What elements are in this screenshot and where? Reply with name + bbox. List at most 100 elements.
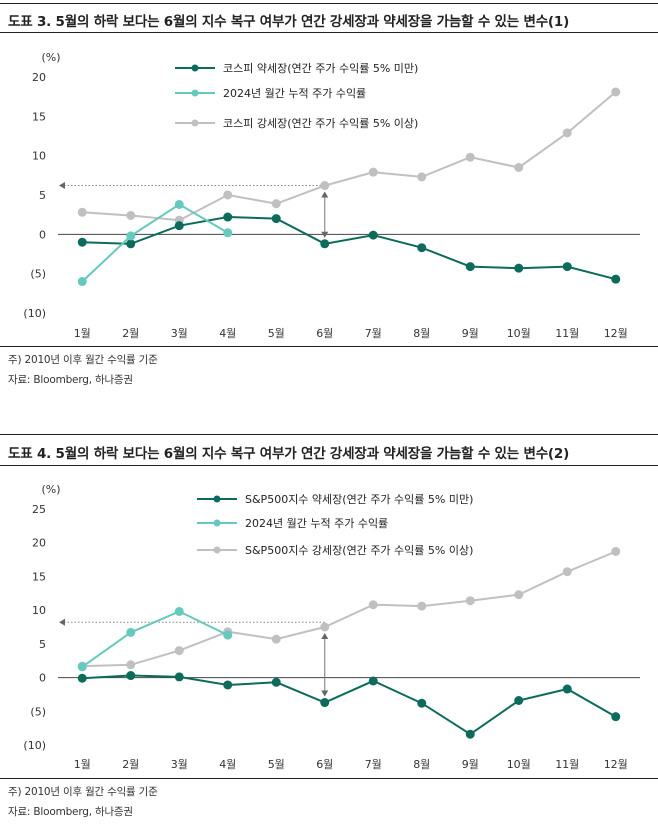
series-line-2 <box>82 91 617 222</box>
x-tick-label: 12월 <box>604 327 628 340</box>
figure-2-title-rule <box>0 465 658 466</box>
data-point-series-1 <box>77 662 87 672</box>
june-gap-arrow-up <box>321 191 329 198</box>
legend-label: S&P500지수 강세장(연간 주가 수익률 5% 이상) <box>245 544 473 557</box>
figure-2-top-rule <box>0 434 658 435</box>
series-line-1 <box>81 203 229 283</box>
series-line-0 <box>82 674 617 736</box>
june-gap-arrow-down <box>321 690 329 697</box>
data-point-series-1 <box>174 199 184 209</box>
data-point-series-0 <box>174 672 184 682</box>
x-tick-label: 9월 <box>462 758 479 771</box>
legend-swatch-marker <box>213 519 221 527</box>
legend-label: S&P500지수 약세장(연간 주가 수익률 5% 미만) <box>245 492 473 506</box>
x-tick-label: 5월 <box>268 758 285 771</box>
legend-label: 코스피 강세장(연간 주가 수익률 5% 이상) <box>223 117 418 130</box>
figure-2-note: 주) 2010년 이후 월간 수익률 기준 <box>8 786 158 798</box>
figure-2-title: 도표 4. 5월의 하락 보다는 6월의 지수 복구 여부가 연간 강세장과 약… <box>8 446 570 462</box>
data-point-series-0 <box>223 680 233 690</box>
data-point-series-2 <box>417 601 427 611</box>
data-point-series-0 <box>77 237 87 247</box>
y-tick-label: 10 <box>32 150 46 163</box>
y-unit-label: (%) <box>41 51 60 64</box>
data-point-series-2 <box>562 128 572 138</box>
y-tick-label: 20 <box>32 537 46 550</box>
data-point-series-2 <box>465 596 475 606</box>
y-tick-label: (5) <box>30 705 46 718</box>
data-point-series-0 <box>126 671 136 681</box>
x-tick-label: 4월 <box>219 758 236 771</box>
x-tick-label: 3월 <box>171 327 188 340</box>
data-point-series-2 <box>465 152 475 162</box>
y-tick-label: 10 <box>32 604 46 617</box>
figure-1-note: 주) 2010년 이후 월간 수익률 기준 <box>8 354 158 366</box>
figure-1-title: 도표 3. 5월의 하락 보다는 6월의 지수 복구 여부가 연간 강세장과 약… <box>8 14 570 30</box>
y-tick-label: 5 <box>39 189 46 202</box>
figure-1-bottom-rule <box>0 346 658 347</box>
data-point-series-0 <box>562 262 572 272</box>
data-point-series-0 <box>611 274 621 284</box>
x-tick-label: 8월 <box>413 758 430 771</box>
x-tick-label: 2월 <box>122 758 139 771</box>
y-tick-label: 15 <box>32 110 46 123</box>
legend-swatch-marker <box>213 546 221 554</box>
data-point-series-2 <box>77 207 87 217</box>
x-tick-label: 7월 <box>365 758 382 771</box>
chart-1: (%) 20 15 10 5 0 (5) (10) 1월 2월 3월 4월 5월 6월 7월 8월 9월 10월 1… <box>23 51 640 340</box>
data-point-series-1 <box>126 231 136 241</box>
data-point-series-1 <box>77 277 87 287</box>
figure-1-source: 자료: Bloomberg, 하나증권 <box>8 374 133 386</box>
x-tick-label: 5월 <box>268 327 285 340</box>
x-tick-label: 8월 <box>413 327 430 340</box>
data-point-series-2 <box>514 162 524 172</box>
june-gap-arrow-up <box>321 633 329 639</box>
x-tick-label: 12월 <box>604 758 628 771</box>
x-tick-label: 9월 <box>462 327 479 340</box>
reference-arrow-head <box>59 618 65 626</box>
data-point-series-2 <box>126 660 136 670</box>
data-point-series-0 <box>465 729 475 739</box>
data-point-series-0 <box>126 239 136 249</box>
data-point-series-0 <box>368 230 378 240</box>
x-tick-label: 10월 <box>507 327 531 340</box>
data-point-series-2 <box>417 172 427 182</box>
legend-swatch-marker <box>191 64 199 72</box>
data-point-series-0 <box>320 698 330 708</box>
data-point-series-2 <box>320 181 330 191</box>
data-point-series-2 <box>223 190 233 200</box>
x-tick-label: 7월 <box>365 327 382 340</box>
data-point-series-0 <box>514 695 524 705</box>
x-tick-label: 2월 <box>122 327 139 340</box>
x-tick-label: 1월 <box>74 327 91 340</box>
y-tick-label: (5) <box>30 268 46 281</box>
data-point-series-2 <box>271 199 281 209</box>
legend-label: 2024년 월간 누적 주가 수익률 <box>245 517 388 530</box>
figure-2-bottom-rule <box>0 778 658 779</box>
series-line-2 <box>82 550 617 668</box>
data-point-series-2 <box>368 600 378 610</box>
x-tick-label: 11월 <box>555 758 579 771</box>
y-tick-label: (10) <box>23 307 46 320</box>
x-tick-label: 3월 <box>171 758 188 771</box>
data-point-series-1 <box>174 606 184 616</box>
data-point-series-0 <box>223 212 233 222</box>
data-point-series-0 <box>417 243 427 253</box>
data-point-series-2 <box>320 622 330 632</box>
y-tick-label: 0 <box>39 228 46 241</box>
y-tick-label: 5 <box>39 638 46 651</box>
legend-label: 코스피 약세장(연간 주가 수익률 5% 미만) <box>223 61 418 75</box>
data-point-series-0 <box>320 239 330 249</box>
data-point-series-2 <box>611 87 621 97</box>
legend-label: 2024년 월간 누적 주가 수익률 <box>223 87 366 100</box>
x-tick-label: 10월 <box>507 758 531 771</box>
chart-2: (%) 25 20 15 10 5 0 (5) (10) 1월 2월 3월 4월 5월 6월 7월 8월 9월 10… <box>23 483 640 771</box>
data-point-series-2 <box>271 634 281 644</box>
june-gap-arrow-down <box>321 231 329 238</box>
y-tick-label: 15 <box>32 570 46 583</box>
y-unit-label: (%) <box>41 483 60 496</box>
legend-swatch-marker <box>191 119 199 127</box>
x-tick-label: 6월 <box>316 758 333 771</box>
data-point-series-0 <box>514 263 524 273</box>
data-point-series-0 <box>465 262 475 272</box>
data-point-series-0 <box>174 221 184 231</box>
